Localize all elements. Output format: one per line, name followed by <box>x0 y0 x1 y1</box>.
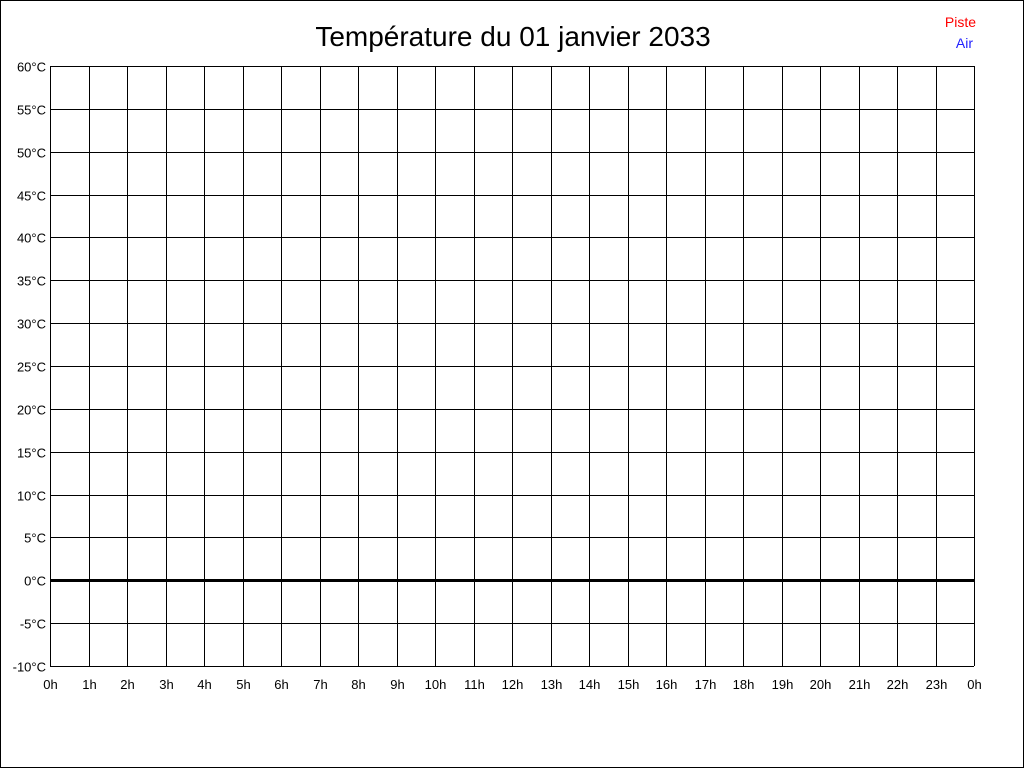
x-tick-label: 14h <box>579 677 601 692</box>
x-tick-label: 7h <box>313 677 327 692</box>
x-tick-label: 18h <box>733 677 755 692</box>
x-tick-label: 0h <box>967 677 981 692</box>
x-tick-label: 23h <box>926 677 948 692</box>
x-tick-label: 1h <box>82 677 96 692</box>
y-tick-label: 30°C <box>17 317 46 332</box>
y-tick-label: 45°C <box>17 189 46 204</box>
chart-title: Température du 01 janvier 2033 <box>315 21 710 52</box>
x-tick-label: 3h <box>159 677 173 692</box>
y-tick-label: -10°C <box>13 660 46 675</box>
x-tick-label: 22h <box>887 677 909 692</box>
y-tick-label: 55°C <box>17 103 46 118</box>
x-tick-label: 6h <box>274 677 288 692</box>
x-tick-label: 12h <box>502 677 524 692</box>
axis-labels: 0h 1h 2h 3h 4h 5h 6h 7h 8h 9h 10h 11h 12h 13h 14h 15h 16… <box>13 60 982 693</box>
y-tick-label: 15°C <box>17 446 46 461</box>
x-tick-label: 15h <box>618 677 640 692</box>
grid <box>50 66 975 667</box>
y-tick-label: 40°C <box>17 231 46 246</box>
y-tick-label: 20°C <box>17 403 46 418</box>
y-tick-label: 60°C <box>17 60 46 75</box>
x-tick-label: 13h <box>541 677 563 692</box>
x-tick-label: 8h <box>351 677 365 692</box>
x-tick-label: 11h <box>464 677 485 692</box>
x-tick-label: 20h <box>810 677 832 692</box>
y-tick-label: 5°C <box>24 531 46 546</box>
y-tick-label: 50°C <box>17 146 46 161</box>
x-tick-label: 21h <box>849 677 871 692</box>
x-tick-label: 19h <box>772 677 794 692</box>
x-tick-label: 2h <box>120 677 134 692</box>
x-tick-label: 9h <box>390 677 404 692</box>
x-tick-label: 10h <box>425 677 447 692</box>
legend-air: Air <box>956 35 973 51</box>
y-tick-label: 10°C <box>17 489 46 504</box>
x-tick-label: 4h <box>197 677 211 692</box>
x-tick-label: 5h <box>236 677 250 692</box>
x-tick-label: 0h <box>43 677 57 692</box>
y-tick-label: 0°C <box>24 574 46 589</box>
y-tick-label: -5°C <box>20 617 46 632</box>
x-tick-label: 17h <box>695 677 717 692</box>
x-tick-label: 16h <box>656 677 678 692</box>
y-tick-label: 25°C <box>17 360 46 375</box>
y-tick-label: 35°C <box>17 274 46 289</box>
legend-piste: Piste <box>945 14 976 30</box>
